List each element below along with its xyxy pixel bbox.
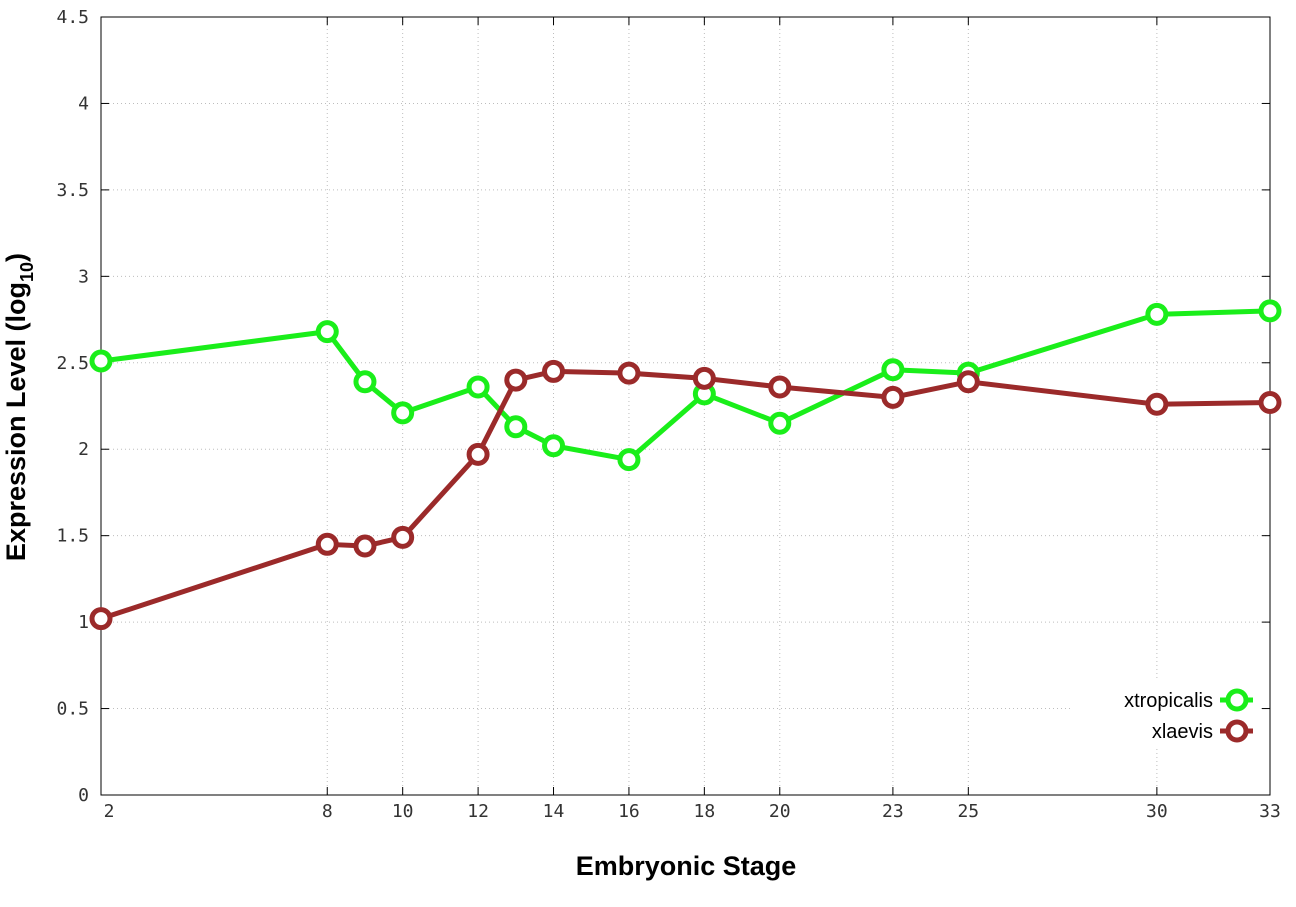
y-tick-label: 3.5: [56, 180, 89, 201]
y-tick-label: 1.5: [56, 526, 89, 547]
data-point-xlaevis: [391, 525, 415, 549]
x-tick-label: 8: [322, 801, 333, 822]
y-axis-title-main: Expression Level (log: [1, 282, 31, 561]
data-point-xlaevis: [466, 442, 490, 466]
y-tick-label: 2: [78, 439, 89, 460]
grid-lines: [101, 17, 1270, 795]
data-point-xtropicalis: [617, 448, 641, 472]
y-axis-title-suffix: ): [1, 253, 31, 262]
y-tick-label: 2.5: [56, 353, 89, 374]
data-point-xlaevis: [1145, 392, 1169, 416]
y-tick-label: 0.5: [56, 699, 89, 720]
legend: xtropicalis xlaevis: [1070, 680, 1260, 748]
plot-frame: [100, 16, 1271, 796]
series-layer: [89, 299, 1282, 631]
y-axis-title: Expression Level (log10): [1, 253, 37, 561]
x-axis-title: Embryonic Stage: [576, 851, 797, 881]
data-point-xtropicalis: [881, 358, 905, 382]
data-point-xtropicalis: [315, 320, 339, 344]
series-line-xtropicalis: [100, 308, 1271, 463]
y-tick-label: 4: [78, 93, 89, 114]
data-point-xlaevis: [315, 532, 339, 556]
data-point-xlaevis: [1258, 391, 1282, 415]
y-tick-label: 3: [78, 266, 89, 287]
x-tick-label: 10: [392, 801, 414, 822]
legend-label: xtropicalis: [1124, 690, 1213, 712]
data-point-xtropicalis: [466, 375, 490, 399]
data-point-xlaevis: [617, 361, 641, 385]
data-point-xlaevis: [542, 359, 566, 383]
x-tick-label: 33: [1259, 801, 1281, 822]
x-tick-label: 18: [694, 801, 716, 822]
data-point-xtropicalis: [768, 411, 792, 435]
x-tick-label: 30: [1146, 801, 1168, 822]
series-xtropicalis: [89, 299, 1282, 472]
y-tick-label: 1: [78, 612, 89, 633]
legend-swatch-marker: [1225, 688, 1249, 712]
data-point-xtropicalis: [89, 349, 113, 373]
data-point-xtropicalis: [542, 434, 566, 458]
data-point-xlaevis: [956, 370, 980, 394]
data-point-xlaevis: [504, 368, 528, 392]
axis-ticks: 2 8 10 12 14 16 18 20 23 25 30 33 0 0.5 1 1.5 2 2.5 3 3.5 4 4…: [56, 7, 1280, 822]
x-tick-label: 23: [882, 801, 904, 822]
x-tick-label: 16: [618, 801, 640, 822]
legend-swatch-marker: [1225, 719, 1249, 743]
x-tick-label: 2: [104, 801, 115, 822]
data-point-xtropicalis: [353, 370, 377, 394]
data-point-xlaevis: [881, 385, 905, 409]
x-tick-label: 25: [957, 801, 979, 822]
x-tick-label: 12: [467, 801, 489, 822]
x-tick-label: 20: [769, 801, 791, 822]
x-tick-label: 14: [543, 801, 565, 822]
series-xlaevis: [89, 359, 1282, 631]
data-point-xtropicalis: [391, 401, 415, 425]
data-point-xtropicalis: [504, 415, 528, 439]
y-tick-label: 4.5: [56, 7, 89, 28]
data-point-xlaevis: [353, 534, 377, 558]
y-axis-title-subscript: 10: [17, 262, 37, 282]
data-point-xlaevis: [768, 375, 792, 399]
data-point-xtropicalis: [1145, 302, 1169, 326]
y-tick-label: 0: [78, 785, 89, 806]
legend-label: xlaevis: [1152, 721, 1213, 743]
data-point-xlaevis: [692, 366, 716, 390]
data-point-xlaevis: [89, 607, 113, 631]
data-point-xtropicalis: [1258, 299, 1282, 323]
